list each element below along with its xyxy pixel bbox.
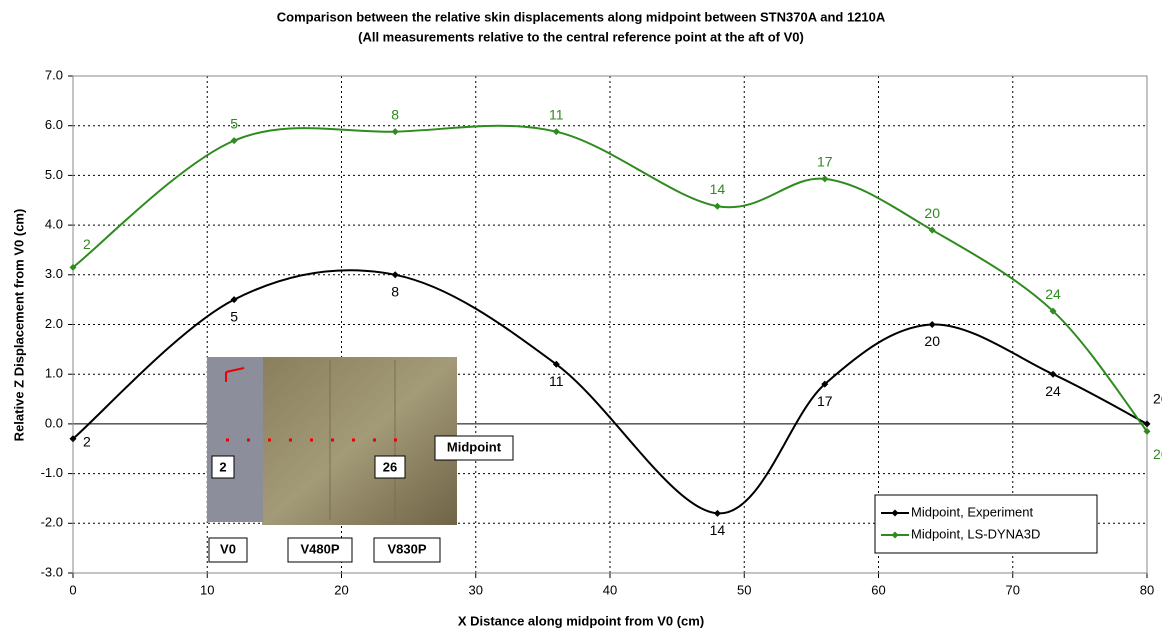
point-label: 24 — [1045, 286, 1061, 302]
data-point — [231, 296, 238, 303]
data-point — [1050, 371, 1057, 378]
x-tick-label: 0 — [69, 582, 76, 597]
x-tick-label: 30 — [469, 582, 483, 597]
x-tick-label: 70 — [1006, 582, 1020, 597]
photo-panel-left — [207, 357, 263, 522]
y-tick-label: 2.0 — [45, 316, 63, 331]
inset-label: Midpoint — [447, 439, 502, 454]
point-label: 20 — [924, 205, 940, 221]
data-point — [231, 137, 238, 144]
point-label: 17 — [817, 154, 833, 170]
point-label: 11 — [549, 106, 564, 122]
x-tick-label: 40 — [603, 582, 617, 597]
y-axis-label: Relative Z Displacement from V0 (cm) — [11, 209, 26, 442]
chart-subtitle: (All measurements relative to the centra… — [358, 29, 804, 44]
x-tick-label: 20 — [334, 582, 348, 597]
point-label: 26 — [1153, 446, 1162, 462]
y-tick-label: 0.0 — [45, 415, 63, 430]
y-tick-label: 4.0 — [45, 217, 63, 232]
point-label: 24 — [1045, 383, 1061, 399]
legend-label: Midpoint, LS-DYNA3D — [911, 526, 1040, 541]
data-point — [929, 321, 936, 328]
data-point — [821, 175, 828, 182]
y-tick-label: -1.0 — [41, 465, 63, 480]
point-label: 11 — [549, 373, 564, 389]
point-label: 8 — [391, 284, 399, 300]
y-tick-label: 3.0 — [45, 266, 63, 281]
inset-label: V830P — [387, 541, 426, 556]
point-label: 2 — [83, 434, 91, 450]
data-point — [553, 128, 560, 135]
point-label: 5 — [230, 115, 238, 131]
point-label: 20 — [924, 333, 940, 349]
point-label: 14 — [710, 181, 726, 197]
inset-label: V0 — [220, 541, 236, 556]
inset-label: 26 — [383, 459, 397, 474]
data-point — [392, 128, 399, 135]
y-tick-label: 6.0 — [45, 117, 63, 132]
data-point — [392, 271, 399, 278]
y-tick-label: 7.0 — [45, 67, 63, 82]
point-label: 26 — [1153, 391, 1162, 407]
legend: Midpoint, Experiment Midpoint, LS-DYNA3D — [875, 495, 1097, 553]
y-tick-label: -3.0 — [41, 564, 63, 579]
x-tick-label: 50 — [737, 582, 751, 597]
x-axis-label: X Distance along midpoint from V0 (cm) — [458, 613, 704, 628]
inset-photo: 2 26 Midpoint V0 V480P V830P — [207, 357, 513, 562]
point-label: 14 — [710, 522, 726, 538]
x-tick-label: 80 — [1140, 582, 1154, 597]
point-label: 8 — [391, 106, 399, 122]
point-label: 17 — [817, 393, 833, 409]
inset-label: 2 — [219, 459, 226, 474]
data-point — [714, 203, 721, 210]
inset-label: V480P — [300, 541, 339, 556]
y-tick-label: 5.0 — [45, 167, 63, 182]
y-tick-label: 1.0 — [45, 366, 63, 381]
x-tick-label: 10 — [200, 582, 214, 597]
chart-title: Comparison between the relative skin dis… — [277, 9, 886, 24]
y-tick-label: -2.0 — [41, 515, 63, 530]
chart: Comparison between the relative skin dis… — [0, 0, 1162, 638]
x-tick-label: 60 — [871, 582, 885, 597]
point-label: 5 — [230, 308, 238, 324]
point-label: 2 — [83, 236, 91, 252]
legend-label: Midpoint, Experiment — [911, 504, 1033, 519]
data-point — [714, 510, 721, 517]
